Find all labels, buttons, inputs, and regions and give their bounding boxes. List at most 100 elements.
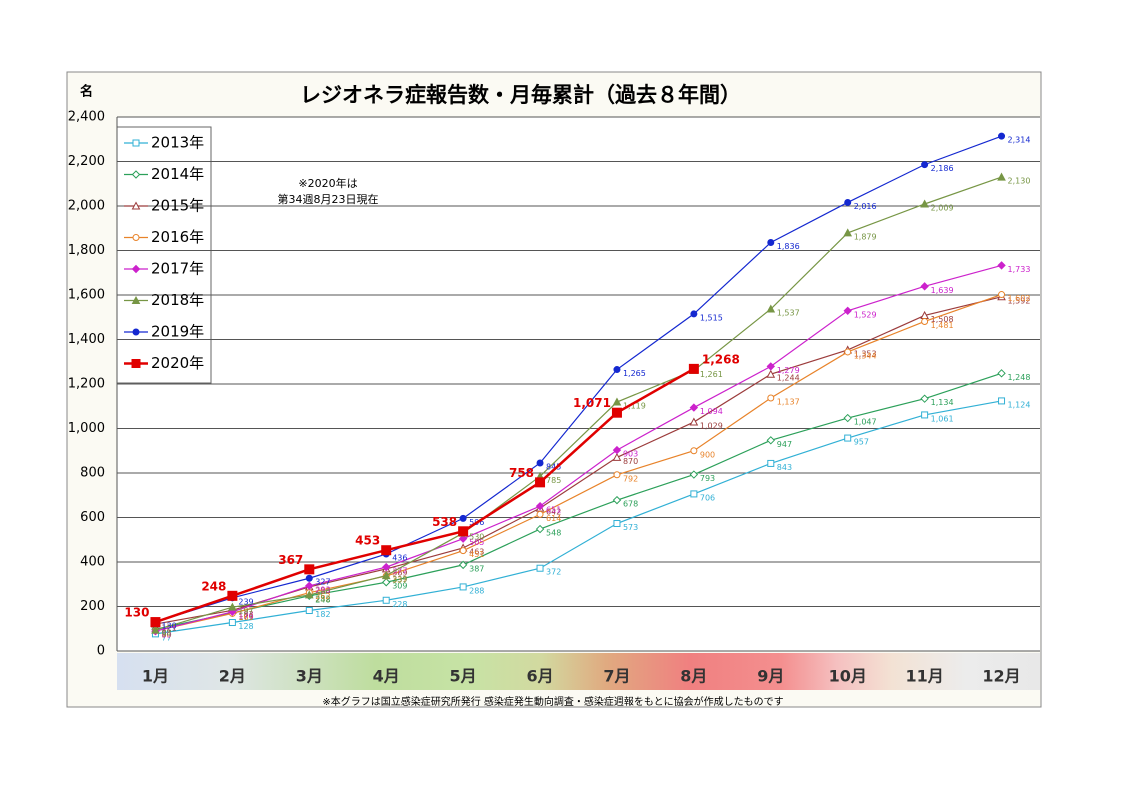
y-axis-label: 名	[80, 84, 93, 100]
data-point	[536, 459, 544, 467]
legend-marker	[131, 264, 141, 274]
annotation: ※2020年は	[298, 176, 357, 190]
legend-label: 2017年	[151, 260, 204, 278]
data-label: 2,016	[854, 202, 877, 211]
data-label: 1,508	[931, 315, 954, 324]
data-label: 387	[469, 564, 484, 573]
data-label: 870	[623, 457, 638, 466]
data-label: 176	[238, 611, 253, 620]
data-label: 1,248	[1008, 373, 1031, 382]
data-point	[536, 510, 544, 518]
data-label: 1,592	[1008, 296, 1031, 305]
y-tick-label: 200	[80, 599, 105, 614]
y-tick-label: 600	[80, 510, 105, 525]
series-line	[155, 293, 1002, 632]
data-point	[690, 310, 698, 318]
data-label: 1,261	[700, 370, 723, 379]
data-label: 171	[238, 612, 253, 621]
data-label: 614	[546, 514, 561, 523]
data-label: 94	[161, 630, 171, 639]
data-point	[998, 291, 1006, 299]
data-label: 1,244	[777, 374, 800, 383]
data-point	[766, 369, 776, 378]
data-label: 183	[238, 610, 253, 619]
data-label: 1,124	[1008, 400, 1031, 409]
data-point	[843, 228, 853, 237]
data-point	[920, 394, 929, 403]
legend-marker	[131, 170, 141, 179]
data-point	[381, 545, 392, 556]
data-point	[535, 501, 545, 511]
data-point	[458, 526, 469, 537]
data-label: 1,061	[931, 414, 954, 423]
data-label: 327	[315, 578, 330, 587]
data-label: 1,344	[854, 351, 877, 360]
x-tick-label: 6月	[526, 667, 553, 686]
data-point	[997, 172, 1006, 181]
legend-label: 2019年	[151, 323, 204, 341]
data-label: 505	[469, 538, 484, 547]
y-tick-label: 1,800	[68, 243, 105, 258]
y-tick-label: 400	[80, 555, 105, 570]
data-label: 1,515	[700, 313, 723, 322]
data-point	[688, 363, 699, 374]
data-point	[920, 282, 929, 291]
data-point	[766, 304, 776, 313]
data-label: 339	[392, 575, 407, 584]
data-point	[689, 470, 699, 479]
data-point	[690, 490, 698, 498]
legend-label: 2018年	[151, 291, 204, 309]
data-label: 309	[392, 582, 407, 591]
data-label: 1,481	[931, 321, 954, 330]
data-label: 228	[392, 600, 407, 609]
data-point	[844, 198, 852, 206]
category-band	[117, 653, 1040, 690]
data-label: 252	[315, 594, 330, 603]
legend-marker	[132, 328, 140, 336]
chart-title: レジオネラ症報告数・月毎累計（過去８年間）	[300, 83, 741, 107]
legend-label: 2015年	[151, 197, 204, 215]
data-label: 1,268	[702, 352, 740, 366]
data-label: 1,029	[700, 422, 723, 431]
data-label: 843	[777, 463, 792, 472]
series-line	[155, 372, 1002, 630]
data-point	[536, 564, 544, 572]
data-label: 785	[546, 476, 561, 485]
data-label: 293	[315, 585, 330, 594]
data-label: 377	[392, 567, 407, 576]
data-point	[304, 590, 314, 599]
x-tick-label: 7月	[603, 667, 630, 686]
x-tick-label: 5月	[450, 667, 477, 686]
data-point	[304, 564, 315, 575]
y-tick-label: 2,000	[68, 199, 105, 214]
data-label: 1,047	[854, 418, 877, 427]
data-point	[459, 547, 467, 555]
data-label: 1,119	[623, 402, 646, 411]
data-point	[998, 132, 1006, 140]
data-label: 651	[546, 506, 561, 515]
x-tick-label: 11月	[905, 667, 943, 686]
legend-marker	[132, 234, 140, 241]
series-line	[155, 135, 1002, 623]
data-label: 678	[623, 500, 638, 509]
data-point	[767, 238, 775, 246]
data-point	[535, 524, 545, 534]
data-point	[844, 348, 852, 356]
y-tick-label: 2,200	[68, 154, 105, 169]
series-line	[155, 400, 1002, 635]
y-tick-label: 2,400	[68, 110, 105, 125]
data-label: 1,537	[777, 309, 800, 318]
series-line	[155, 176, 1002, 631]
data-point	[613, 471, 621, 479]
data-point	[766, 436, 775, 445]
data-label: 248	[315, 595, 330, 604]
data-label: 793	[700, 474, 715, 483]
legend-marker	[131, 201, 141, 210]
data-point	[458, 560, 468, 570]
data-label: 288	[469, 586, 484, 595]
data-label: 262	[315, 592, 330, 601]
data-label: 372	[546, 568, 561, 577]
data-label: 903	[623, 450, 638, 459]
data-label: 369	[392, 568, 407, 577]
data-point	[612, 445, 622, 455]
